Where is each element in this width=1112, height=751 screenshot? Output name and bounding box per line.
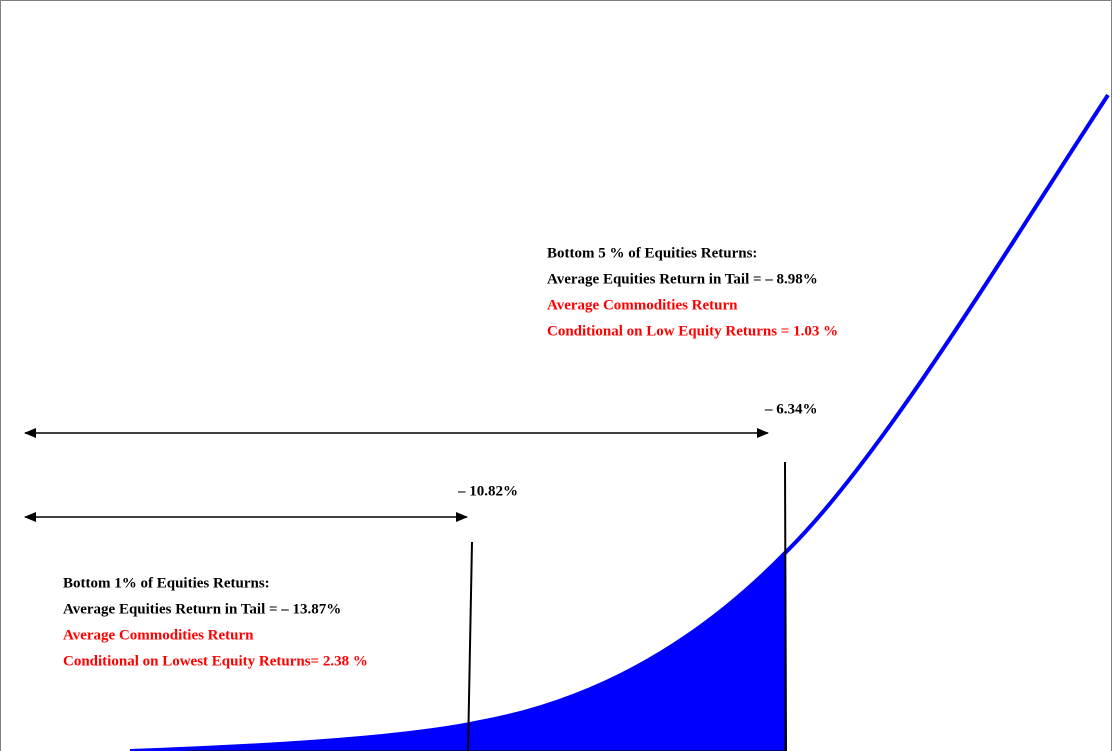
annotation-line: Bottom 5 % of Equities Returns: [547,245,757,261]
threshold-label: – 10.82% [457,483,518,499]
annotation-line: Bottom 1% of Equities Returns: [63,575,270,591]
annotation-line: Conditional on Lowest Equity Returns= 2.… [63,653,368,669]
annotation-line: Average Equities Return in Tail = – 13.8… [63,601,341,617]
annotation-line: Average Commodities Return [547,297,738,313]
distribution-curve [129,93,1110,751]
annotation-line: Average Commodities Return [63,627,254,643]
annotation-line: Average Equities Return in Tail = – 8.98… [547,271,818,287]
threshold-line-5 [784,461,787,751]
annotation-line: Conditional on Low Equity Returns = 1.03… [547,323,838,339]
threshold-line-1 [467,541,473,751]
threshold-label: – 6.34% [764,401,818,417]
